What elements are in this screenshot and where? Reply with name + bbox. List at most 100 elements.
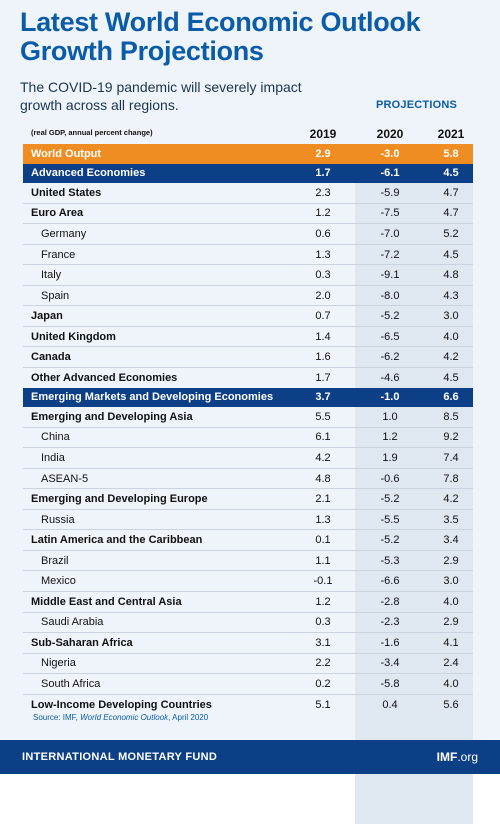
table-header: (real GDP, annual percent change) 2019 2…: [23, 122, 473, 144]
value-cell-2020: -6.2: [380, 351, 400, 364]
value-cell-2020: -5.2: [380, 310, 400, 323]
row-label: France: [41, 248, 76, 261]
value-cell-2019: 0.1: [315, 534, 331, 547]
row-label: United States: [31, 186, 102, 199]
value-cell-2019: -0.1: [313, 575, 333, 588]
row-label: Other Advanced Economies: [31, 371, 178, 384]
value-cell-2021: 4.7: [443, 207, 459, 220]
value-cell-2021: 4.1: [443, 636, 459, 649]
value-cell-2020: -5.8: [380, 677, 400, 690]
value-cell-2021: 4.0: [443, 595, 459, 608]
table-row: Emerging and Developing Asia 5.5 1.0 8.5: [23, 407, 473, 428]
value-cell-2019: 1.6: [315, 351, 331, 364]
row-label: Mexico: [41, 575, 76, 588]
table-row: World Output 2.9 -3.0 5.8: [23, 144, 473, 164]
table-row: Sub-Saharan Africa 3.1 -1.6 4.1: [23, 633, 473, 654]
value-cell-2021: 4.2: [443, 493, 459, 506]
subtitle: The COVID-19 pandemic will severely impa…: [20, 79, 302, 113]
value-cell-2019: 1.2: [315, 207, 331, 220]
year-header-2019: 2019: [309, 127, 337, 141]
value-cell-2020: -6.1: [380, 167, 400, 180]
source-suffix: , April 2020: [168, 713, 209, 722]
value-cell-2020: -2.8: [380, 595, 400, 608]
value-cell-2021: 4.3: [443, 289, 459, 302]
table-row: Low-Income Developing Countries 5.1 0.4 5.6: [23, 695, 473, 715]
value-cell-2021: 4.7: [443, 186, 459, 199]
table-row: Advanced Economies 1.7 -6.1 4.5: [23, 163, 473, 184]
value-cell-2019: 3.1: [315, 636, 331, 649]
row-label: Germany: [41, 227, 87, 240]
value-cell-2020: 1.2: [382, 431, 398, 444]
footer-site-main: IMF: [436, 750, 458, 764]
table-row: Brazil 1.1 -5.3 2.9: [23, 551, 473, 572]
value-cell-2019: 0.7: [315, 310, 331, 323]
source-note: Source: IMF, World Economic Outlook, Apr…: [33, 713, 208, 722]
value-cell-2019: 2.0: [315, 289, 331, 302]
value-cell-2021: 4.0: [443, 330, 459, 343]
value-cell-2019: 3.7: [315, 391, 331, 404]
row-label: Euro Area: [31, 207, 84, 220]
page-title: Latest World Economic Outlook Growth Pro…: [20, 8, 480, 66]
row-label: Italy: [41, 269, 62, 282]
footer-website-link[interactable]: IMF.org: [437, 750, 478, 764]
value-cell-2020: -7.5: [380, 207, 400, 220]
row-label: Canada: [31, 351, 71, 364]
value-cell-2021: 3.0: [443, 575, 459, 588]
value-cell-2020: -6.5: [380, 330, 400, 343]
value-cell-2020: -4.6: [380, 371, 400, 384]
value-cell-2020: -5.9: [380, 186, 400, 199]
value-cell-2021: 5.2: [443, 227, 459, 240]
table-row: Emerging and Developing Europe 2.1 -5.2 4.2: [23, 489, 473, 510]
value-cell-2021: 4.5: [443, 248, 459, 261]
table-row: ASEAN-5 4.8 -0.6 7.8: [23, 469, 473, 490]
value-cell-2019: 0.6: [315, 227, 331, 240]
value-cell-2019: 1.2: [315, 595, 331, 608]
value-cell-2019: 2.2: [315, 657, 331, 670]
value-cell-2021: 4.5: [443, 167, 459, 180]
value-cell-2019: 0.3: [315, 269, 331, 282]
source-title: World Economic Outlook: [80, 713, 169, 722]
table-row: Emerging Markets and Developing Economie…: [23, 387, 473, 408]
year-header-2021: 2021: [437, 127, 465, 141]
table-row: Euro Area 1.2 -7.5 4.7: [23, 204, 473, 225]
value-cell-2021: 7.8: [443, 472, 459, 485]
row-label: India: [41, 451, 65, 464]
table-row: Germany 0.6 -7.0 5.2: [23, 224, 473, 245]
value-cell-2019: 4.8: [315, 472, 331, 485]
table-body: World Output 2.9 -3.0 5.8 Advanced Economies…: [23, 144, 473, 714]
title-line-1: Latest World Economic Outlook: [20, 7, 421, 37]
row-label: Russia: [41, 513, 75, 526]
value-cell-2019: 6.1: [315, 431, 331, 444]
row-label: China: [41, 431, 70, 444]
value-cell-2020: -5.2: [380, 534, 400, 547]
value-cell-2019: 2.3: [315, 186, 331, 199]
value-cell-2020: -8.0: [380, 289, 400, 302]
row-label: Spain: [41, 289, 70, 302]
projections-label: PROJECTIONS: [376, 99, 458, 111]
value-cell-2021: 4.5: [443, 371, 459, 384]
value-cell-2020: -7.2: [380, 248, 400, 261]
units-note: (real GDP, annual percent change): [31, 128, 153, 137]
row-label: ASEAN-5: [41, 472, 89, 485]
row-label: Advanced Economies: [31, 167, 146, 180]
table-row: Italy 0.3 -9.1 4.8: [23, 265, 473, 286]
value-cell-2019: 1.1: [315, 554, 331, 567]
table-row: Middle East and Central Asia 1.2 -2.8 4.0: [23, 592, 473, 613]
row-label: South Africa: [41, 677, 101, 690]
row-label: Low-Income Developing Countries: [31, 698, 212, 711]
footer-organization: INTERNATIONAL MONETARY FUND: [22, 751, 218, 763]
row-label: Sub-Saharan Africa: [31, 636, 133, 649]
year-header-2020: 2020: [376, 127, 404, 141]
value-cell-2021: 7.4: [443, 451, 459, 464]
table-row: Latin America and the Caribbean 0.1 -5.2 3.…: [23, 530, 473, 551]
value-cell-2020: 1.9: [382, 451, 398, 464]
value-cell-2021: 2.9: [443, 554, 459, 567]
value-cell-2020: 1.0: [382, 410, 398, 423]
value-cell-2019: 4.2: [315, 451, 331, 464]
value-cell-2019: 1.7: [315, 371, 331, 384]
source-prefix: Source: IMF,: [33, 713, 81, 722]
row-label: Japan: [31, 310, 63, 323]
value-cell-2021: 4.8: [443, 269, 459, 282]
value-cell-2020: -7.0: [380, 227, 400, 240]
table-row: France 1.3 -7.2 4.5: [23, 245, 473, 266]
